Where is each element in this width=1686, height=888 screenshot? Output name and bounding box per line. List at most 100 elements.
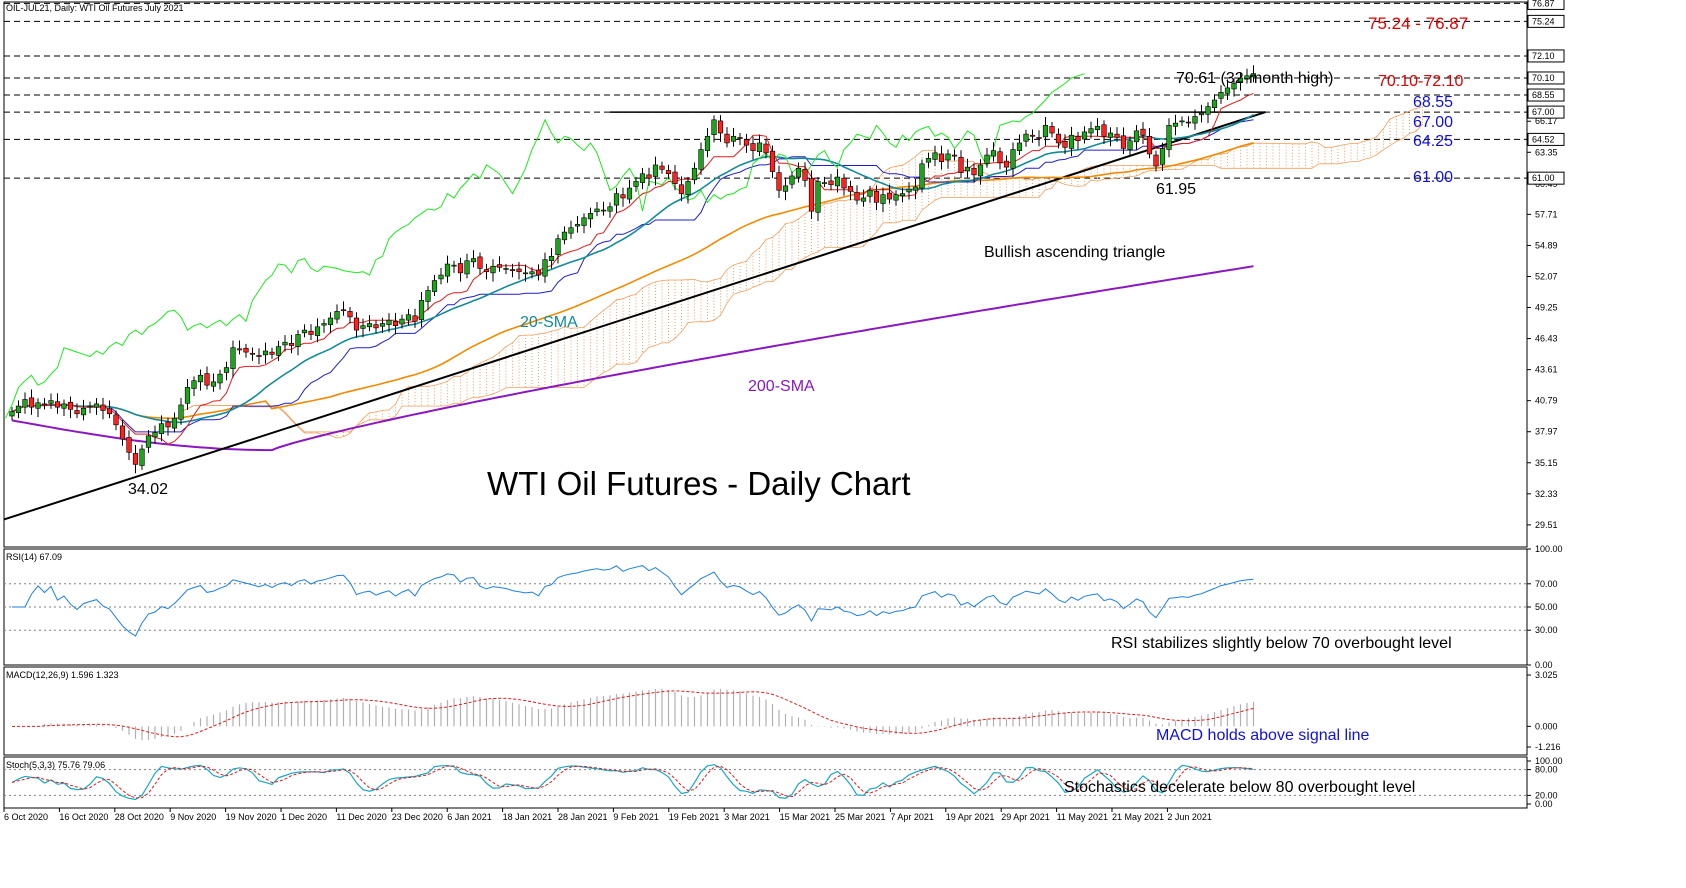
candle-body (1146, 136, 1153, 155)
candle-body (275, 346, 282, 356)
candle-body (1218, 91, 1224, 99)
candle-body (405, 314, 412, 321)
candle-body (587, 213, 594, 220)
candle-body (15, 405, 22, 413)
candle-body (327, 317, 334, 325)
price-tag-box (1527, 105, 1565, 119)
candle-body (113, 414, 119, 426)
candle-body (249, 352, 256, 355)
candle-body (503, 268, 509, 270)
candle-body (431, 280, 438, 292)
candle-body (691, 167, 698, 181)
candle-body (152, 432, 158, 438)
price-tag-label: 70.10 (1532, 73, 1555, 83)
y-tick-label: 66.17 (1535, 116, 1558, 126)
candle-body (9, 411, 15, 417)
candle-body (1049, 126, 1055, 134)
candle-body (789, 175, 795, 185)
chart-title: WTI Oil Futures - Daily Chart (487, 465, 911, 502)
candle-body (334, 311, 340, 320)
candle-body (652, 164, 659, 177)
candle-body (444, 263, 451, 277)
candle-body (600, 209, 607, 212)
candle-body (119, 425, 126, 440)
candle-body (795, 167, 802, 178)
rsi-tick-label: 50.00 (1535, 602, 1558, 612)
candle-body (945, 153, 951, 161)
candle-body (984, 154, 990, 164)
candle-body (925, 158, 932, 163)
candle-body (262, 350, 269, 356)
tenkan-line (11, 92, 1254, 445)
price-tag-label: 72.10 (1532, 51, 1555, 61)
price-tag-box (1527, 0, 1565, 10)
candle-body (548, 256, 555, 262)
candle-body (678, 184, 685, 194)
candle-body (756, 142, 763, 153)
candle-body (1159, 148, 1166, 165)
price-tag-box (1527, 49, 1565, 63)
candle-body (1107, 132, 1114, 138)
candle-body (204, 373, 210, 386)
macd-tick-label: 0.000 (1535, 721, 1558, 731)
macd-histogram (43, 688, 1255, 741)
candle-body (776, 172, 782, 191)
x-tick-label: 16 Oct 2020 (59, 812, 108, 822)
candle-body (171, 417, 178, 429)
price-tag-box (1527, 14, 1565, 28)
candle-body (613, 193, 620, 206)
candle-body (87, 405, 93, 408)
candle-body (639, 173, 646, 183)
candle-body (1016, 142, 1023, 151)
candle-body (1237, 77, 1244, 83)
candle-body (951, 154, 958, 157)
candle-body (1205, 106, 1211, 115)
candle-body (217, 373, 223, 384)
candle-body (197, 374, 204, 383)
candle-body (399, 318, 405, 325)
y-tick-label: 35.15 (1535, 458, 1558, 468)
x-tick-label: 15 Mar 2021 (780, 812, 831, 822)
candle-body (1172, 122, 1179, 127)
kijun-line (11, 119, 1254, 433)
price-tag-label: 76.87 (1532, 0, 1555, 8)
annotation-label: 67.00 (1413, 114, 1453, 131)
candle-body (828, 180, 834, 186)
candle-body (438, 274, 444, 280)
annotation-label: 64.25 (1413, 133, 1453, 150)
x-tick-label: 6 Jan 2021 (447, 812, 492, 822)
candle-body (74, 410, 80, 415)
candle-body (347, 311, 353, 318)
y-tick-label: 52.07 (1535, 271, 1558, 281)
candle-body (802, 169, 808, 181)
candle-body (711, 119, 717, 135)
annotation-label: 200-SMA (748, 378, 815, 395)
candle-body (236, 348, 243, 351)
candle-body (834, 176, 841, 187)
x-tick-label: 19 Feb 2021 (669, 812, 720, 822)
annotation-label: 70.10-72.10 (1378, 73, 1464, 90)
candle-body (1140, 128, 1146, 136)
candle-body (620, 194, 626, 199)
candle-body (672, 171, 678, 184)
chikou-line (5, 73, 1085, 419)
x-tick-label: 28 Oct 2020 (115, 812, 164, 822)
candle-body (581, 217, 587, 226)
candle-body (821, 182, 828, 184)
candle-body (574, 224, 581, 227)
candle-body (1081, 131, 1088, 140)
candle-body (41, 403, 48, 406)
candle-body (1133, 130, 1140, 143)
candle-body (61, 403, 67, 409)
x-tick-label: 6 Oct 2020 (4, 812, 48, 822)
candle-body (1094, 126, 1101, 131)
candle-body (724, 133, 730, 144)
stoch-k-line (11, 764, 1254, 801)
x-tick-label: 25 Mar 2021 (835, 812, 886, 822)
candle-body (535, 269, 542, 276)
candle-body (1075, 136, 1081, 142)
candle-body (360, 325, 366, 329)
candle-body (379, 323, 386, 327)
candle-body (665, 170, 672, 175)
candle-body (457, 263, 464, 274)
